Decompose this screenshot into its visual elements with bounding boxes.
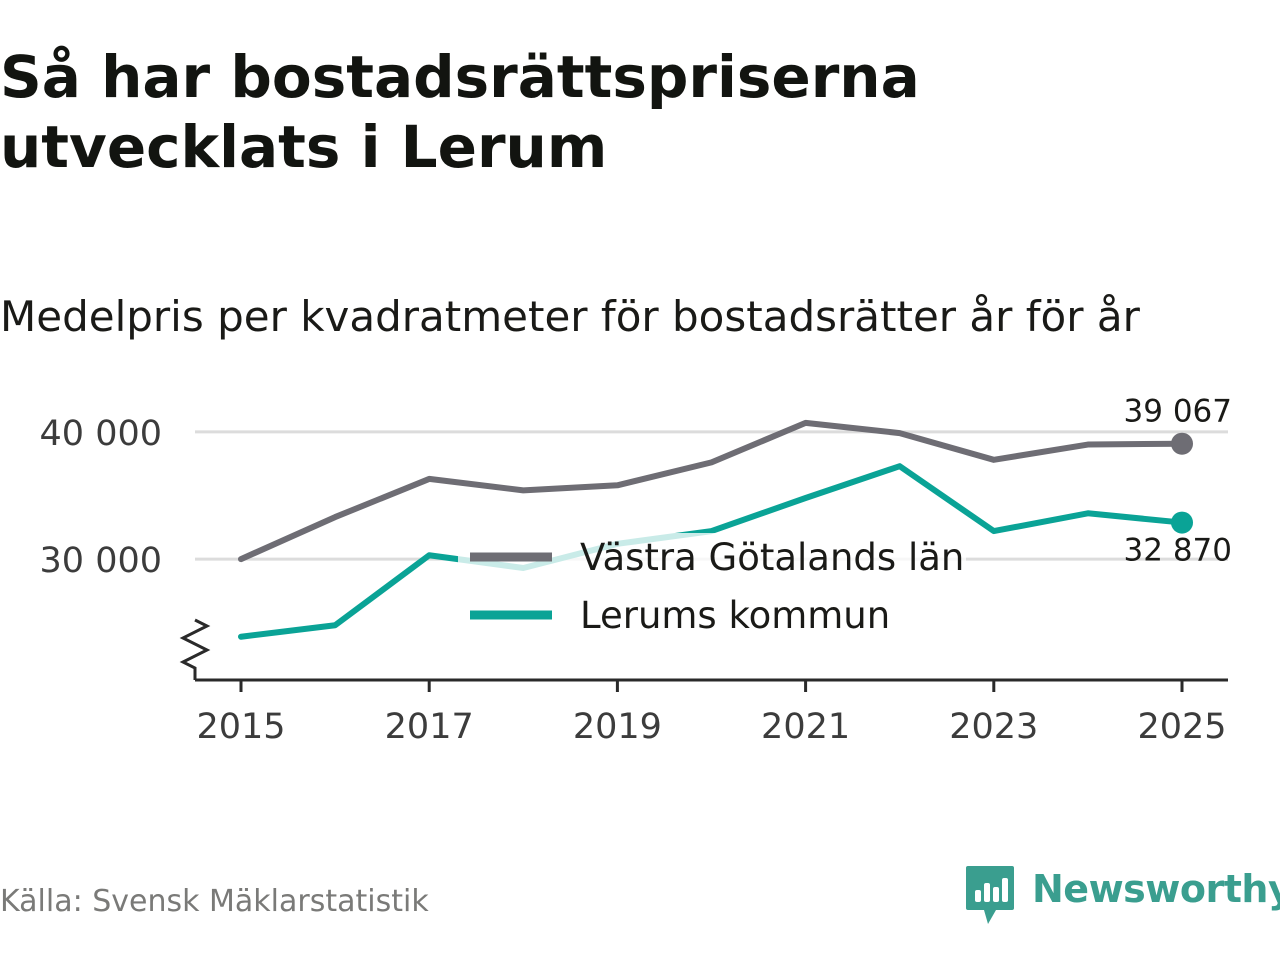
newsworthy-brand[interactable]: Newsworthy <box>964 864 1280 926</box>
x-tick-label: 2025 <box>1137 707 1226 747</box>
x-tick-label: 2021 <box>761 707 850 747</box>
legend-label: Lerums kommun <box>580 594 890 637</box>
end-marker-0 <box>1171 432 1193 455</box>
chart-subtitle: Medelpris per kvadratmeter för bostadsrä… <box>0 292 1140 341</box>
series-lines <box>238 419 1185 640</box>
axis-break-icon <box>179 618 211 680</box>
y-tick-label: 30 000 <box>40 541 162 581</box>
end-value-label: 32 870 <box>1124 533 1232 569</box>
newsworthy-logo-icon <box>966 866 1014 924</box>
legend-background <box>458 533 966 639</box>
end-marker-1 <box>1171 511 1193 534</box>
legend-label: Västra Götalands län <box>580 536 964 579</box>
x-tick-label: 2015 <box>196 707 285 747</box>
brand-name: Newsworthy <box>1032 867 1280 911</box>
end-value-label: 39 067 <box>1124 394 1232 430</box>
x-tick-label: 2017 <box>385 707 474 747</box>
source-note: Källa: Svensk Mäklarstatistik <box>0 884 429 919</box>
x-tick-label: 2019 <box>573 707 662 747</box>
x-tick-label: 2023 <box>949 707 1038 747</box>
chart-title: Så har bostadsrättspriserna utvecklats i… <box>0 43 920 181</box>
y-tick-label: 40 000 <box>40 414 162 454</box>
